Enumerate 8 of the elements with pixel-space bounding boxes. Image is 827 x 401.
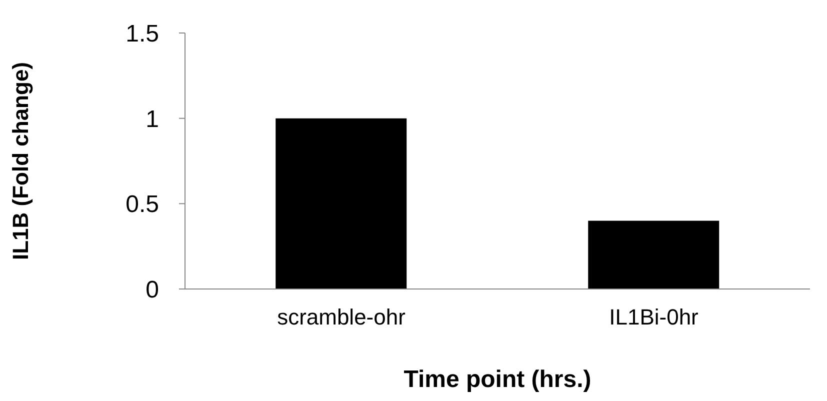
y-tick-label: 1.5: [126, 20, 159, 48]
y-axis-title: IL1B (Fold change): [8, 62, 33, 260]
x-axis-title: Time point (hrs.): [404, 366, 592, 393]
x-tick-label: scramble-ohr: [277, 304, 406, 330]
x-tick-label: IL1Bi-0hr: [609, 304, 698, 330]
y-tick-label: 1: [146, 106, 159, 133]
y-tick-label: 0.5: [126, 191, 159, 218]
y-tick-label: 0: [146, 276, 159, 304]
